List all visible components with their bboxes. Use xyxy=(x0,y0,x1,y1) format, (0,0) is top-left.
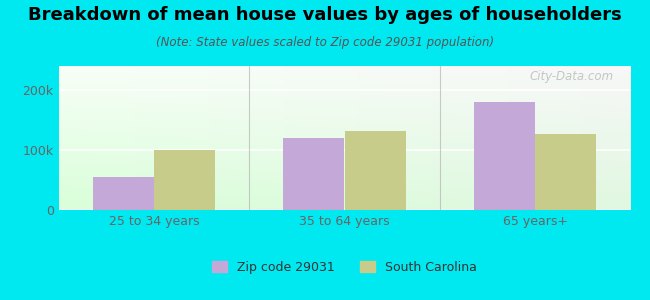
Bar xyxy=(283,138,344,210)
Bar xyxy=(535,134,596,210)
Text: Breakdown of mean house values by ages of householders: Breakdown of mean house values by ages o… xyxy=(28,6,622,24)
Bar xyxy=(154,150,215,210)
Text: City-Data.com: City-Data.com xyxy=(529,70,614,83)
Bar xyxy=(474,102,535,210)
Text: (Note: State values scaled to Zip code 29031 population): (Note: State values scaled to Zip code 2… xyxy=(156,36,494,49)
Bar xyxy=(344,131,406,210)
Bar xyxy=(93,177,154,210)
Legend: Zip code 29031, South Carolina: Zip code 29031, South Carolina xyxy=(207,256,482,279)
